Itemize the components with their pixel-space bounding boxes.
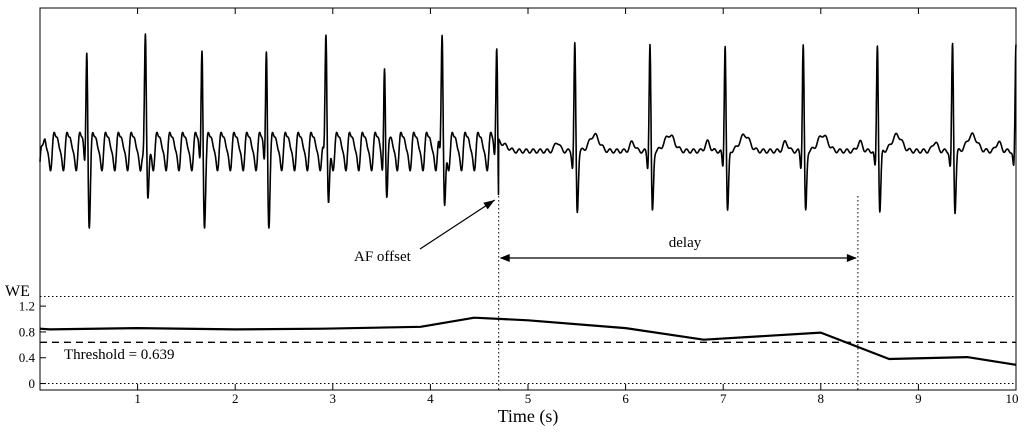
delay-arrow-head-left [499, 254, 510, 262]
we-y-tick-label: 0.4 [19, 350, 36, 365]
we-y-tick-label: 0.8 [19, 324, 35, 339]
delay-arrow-head-right [846, 254, 857, 262]
we-y-tick-label: 1.2 [19, 299, 35, 314]
x-tick-label: 7 [720, 391, 727, 406]
x-tick-label: 5 [525, 391, 532, 406]
x-axis: 1 2 3 4 5 6 7 8 9 10 [134, 8, 1019, 406]
ecg-trace [39, 33, 1017, 229]
threshold-label: Threshold = 0.639 [64, 347, 175, 363]
we-y-tick-label: 0 [29, 376, 36, 391]
x-tick-label: 8 [818, 391, 825, 406]
af-offset-pointer [419, 199, 496, 250]
x-tick-label: 2 [232, 391, 239, 406]
x-tick-label: 9 [915, 391, 922, 406]
x-axis-label: Time (s) [498, 406, 559, 427]
x-tick-label: 1 [134, 391, 141, 406]
we-series-line [39, 316, 1017, 366]
x-tick-label: 3 [330, 391, 337, 406]
we-panel: 0 0.4 0.8 1.2 [19, 295, 1017, 391]
x-tick-label: 10 [1006, 391, 1019, 406]
af-offset-label: AF offset [354, 249, 412, 265]
x-tick-label: 4 [427, 391, 434, 406]
af-offset-pointer-head [483, 200, 495, 210]
annotations [419, 196, 859, 390]
we-axis-label: WE [5, 283, 30, 300]
x-tick-label: 6 [622, 391, 629, 406]
ecg-panel-frame [39, 7, 1017, 391]
delay-label: delay [669, 235, 702, 251]
